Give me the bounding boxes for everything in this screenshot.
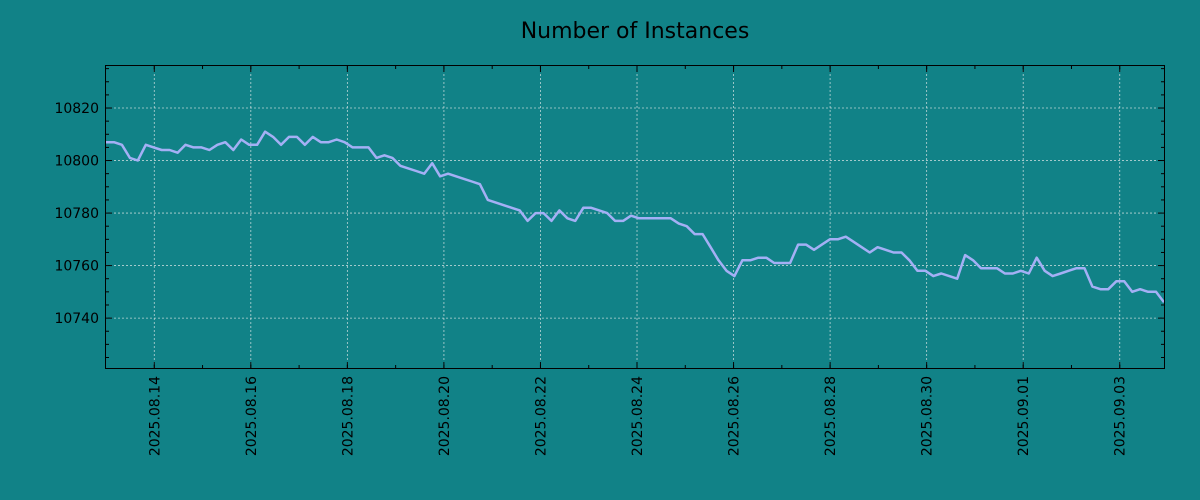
x-tick-label: 2025.08.14	[147, 376, 163, 456]
y-tick-label: 10820	[54, 101, 99, 117]
x-tick-label: 2025.08.22	[533, 376, 549, 456]
x-tick-label: 2025.08.20	[437, 376, 453, 456]
x-tick-label: 2025.09.03	[1113, 376, 1129, 456]
axis-ticks	[106, 66, 1164, 368]
x-tick-label: 2025.08.28	[823, 376, 839, 456]
x-tick-labels: 2025.08.14 2025.08.16 2025.08.18 2025.08.20…	[147, 376, 1128, 456]
y-tick-label: 10760	[54, 259, 99, 275]
x-tick-label: 2025.08.30	[920, 376, 936, 456]
x-tick-label: 2025.09.01	[1016, 376, 1032, 456]
x-tick-label: 2025.08.26	[727, 376, 743, 456]
x-tick-label: 2025.08.16	[244, 376, 260, 456]
plot-frame	[105, 65, 1165, 369]
series-layer	[106, 130, 1164, 304]
y-tick-labels: 10740 10760 10780 10800 10820	[54, 101, 99, 327]
y-tick-label: 10740	[54, 311, 99, 327]
series-line-0	[106, 130, 1164, 304]
gridlines	[106, 66, 1164, 368]
y-tick-label: 10800	[54, 154, 99, 170]
y-tick-label: 10780	[54, 206, 99, 222]
x-tick-label: 2025.08.18	[340, 376, 356, 456]
chart-title: Number of Instances	[521, 19, 750, 44]
x-tick-label: 2025.08.24	[630, 376, 646, 456]
